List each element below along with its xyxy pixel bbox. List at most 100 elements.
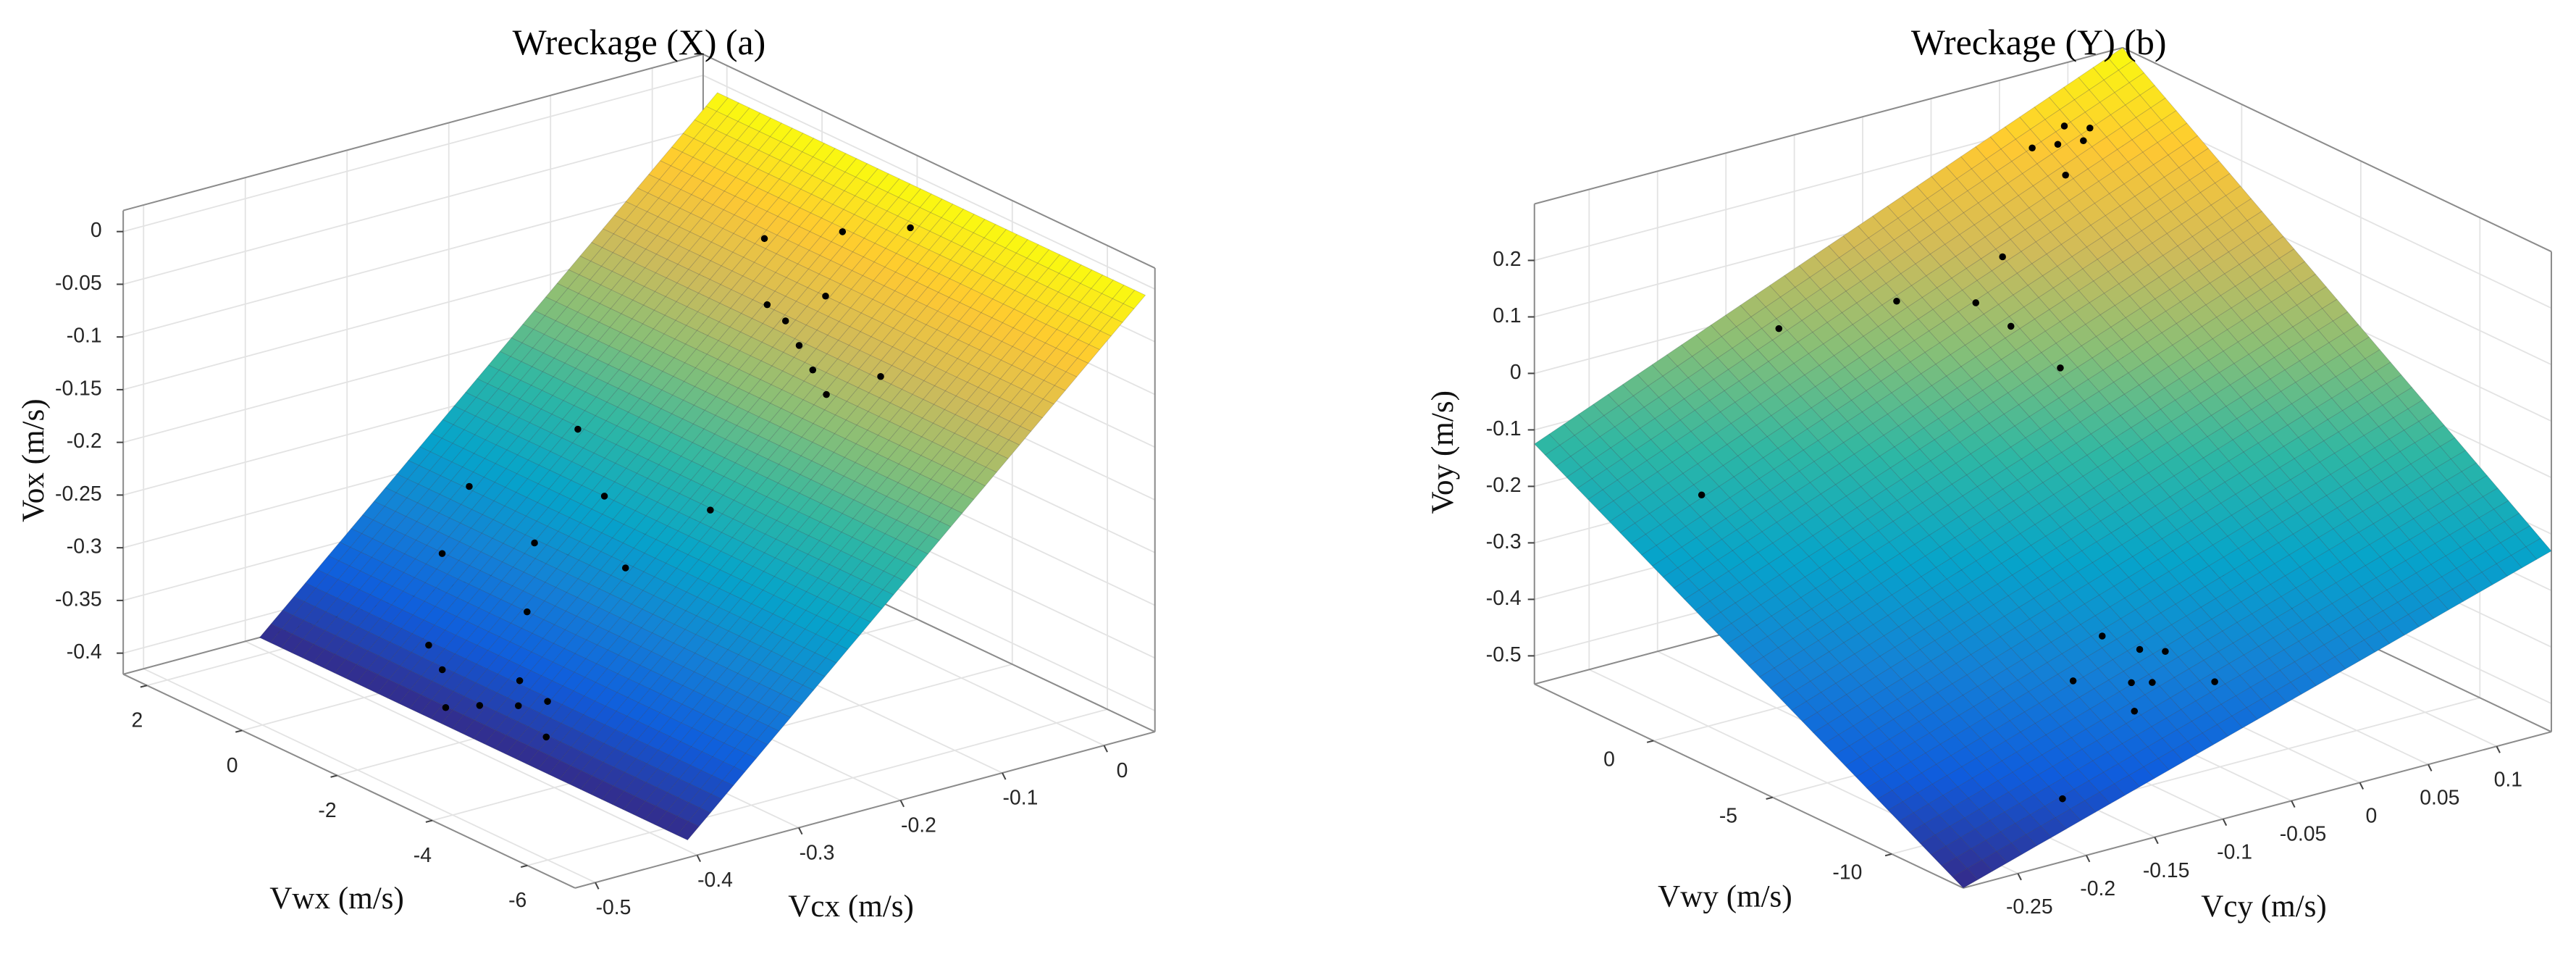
surface-patch	[2023, 703, 2051, 724]
surface-patch	[2309, 570, 2337, 592]
surface-patch	[663, 338, 687, 359]
surface-patch	[1952, 868, 1979, 889]
surface-patch	[1788, 649, 1815, 671]
surface-patch	[2251, 604, 2278, 627]
surface-patch	[2005, 328, 2031, 351]
surface-patch	[1934, 631, 1961, 653]
data-point	[466, 482, 473, 490]
surface-patch	[1702, 357, 1729, 380]
x-axis-label: Vwy (m/s)	[1658, 880, 1792, 914]
surface-patch	[1840, 378, 1867, 401]
box-edge	[1963, 731, 2552, 889]
z-tick-label: -0.2	[1486, 474, 1522, 497]
box-edge	[1534, 46, 2123, 205]
y-tick	[2017, 873, 2022, 881]
surface-patch	[727, 369, 750, 389]
data-point	[476, 702, 484, 709]
surface-patch	[668, 189, 692, 209]
data-point	[2162, 648, 2169, 656]
box-edge	[122, 673, 576, 889]
surface-patch	[878, 402, 902, 422]
surface-patch	[489, 599, 513, 619]
surface-patch	[2165, 509, 2192, 531]
y-tick-label: -0.1	[1003, 787, 1039, 810]
data-point	[2128, 679, 2135, 687]
box-edge	[574, 731, 1156, 889]
z-tick-label: 0.1	[1493, 304, 1521, 327]
y-tick-label: -0.3	[800, 841, 835, 864]
surface-patch	[1939, 332, 1966, 356]
surface-patch	[1710, 314, 1737, 338]
data-point	[442, 703, 450, 711]
surface-patch	[579, 261, 603, 280]
surface-patch	[1785, 396, 1812, 418]
surface-patch	[508, 380, 532, 400]
surface-patch	[1772, 533, 1799, 555]
surface-patch	[2457, 483, 2484, 506]
z-tick-label: -0.35	[55, 587, 102, 611]
surface-patch	[724, 158, 748, 178]
surface-patch	[645, 768, 669, 788]
surface-patch	[781, 661, 805, 681]
surface-patch	[532, 334, 555, 354]
y-tick	[2428, 764, 2433, 771]
surface-patch	[771, 351, 795, 372]
surface-patch	[2116, 630, 2143, 652]
surface-patch	[658, 736, 681, 756]
surface-patch	[815, 335, 839, 354]
surface-patch	[2206, 703, 2233, 725]
surface-patch	[688, 255, 711, 275]
surface-patch	[1824, 662, 1851, 684]
surface-patch	[847, 350, 871, 369]
surface-patch	[1919, 439, 1946, 461]
z-tick-label: -0.15	[55, 377, 102, 400]
surface-patch	[2189, 586, 2217, 608]
surface-patch	[550, 419, 574, 438]
data-point	[515, 702, 522, 709]
surface-patch	[1559, 435, 1586, 457]
surface-patch	[1935, 558, 1962, 580]
surface-patch	[2099, 585, 2126, 608]
surface-patch	[1866, 380, 1892, 403]
surface-patch	[2101, 436, 2128, 459]
surface-patch	[962, 214, 986, 233]
surface-patch	[697, 564, 721, 585]
surface-patch	[2229, 375, 2257, 398]
data-point	[823, 390, 830, 398]
surface-patch	[1862, 603, 1889, 625]
surface-patch	[1566, 467, 1593, 489]
surface-patch	[2192, 436, 2219, 459]
data-point	[1999, 253, 2006, 261]
data-point	[877, 372, 884, 380]
surface-patch	[1737, 446, 1764, 468]
surface-patch	[825, 643, 849, 664]
surface-patch	[1651, 556, 1679, 578]
surface-patch	[2010, 437, 2037, 460]
surface-patch	[765, 216, 789, 236]
surface-patch	[2208, 556, 2235, 579]
surface-patch	[1902, 394, 1929, 417]
data-point	[2086, 124, 2094, 132]
surface-patch	[1815, 578, 1842, 601]
surface-patch	[2294, 449, 2320, 472]
x-tick	[1766, 796, 1773, 800]
surface-patch	[2328, 540, 2356, 563]
data-point	[621, 564, 629, 572]
surface-patch	[2170, 615, 2198, 637]
surface-patch	[1816, 703, 1843, 724]
data-point	[907, 224, 914, 232]
surface-patch	[1849, 259, 1876, 282]
surface-patch	[1716, 623, 1743, 645]
surface-patch	[775, 258, 799, 278]
surface-patch	[1969, 717, 1996, 739]
surface-patch	[2174, 390, 2202, 413]
surface-patch	[1996, 161, 2023, 184]
surface-patch	[1858, 423, 1884, 446]
data-point	[600, 493, 608, 500]
y-tick	[2359, 782, 2365, 790]
surface-patch	[939, 259, 962, 280]
x-axis-label: Vwx (m/s)	[269, 882, 404, 916]
surface-patch	[2224, 674, 2252, 697]
surface-patch	[912, 361, 936, 382]
